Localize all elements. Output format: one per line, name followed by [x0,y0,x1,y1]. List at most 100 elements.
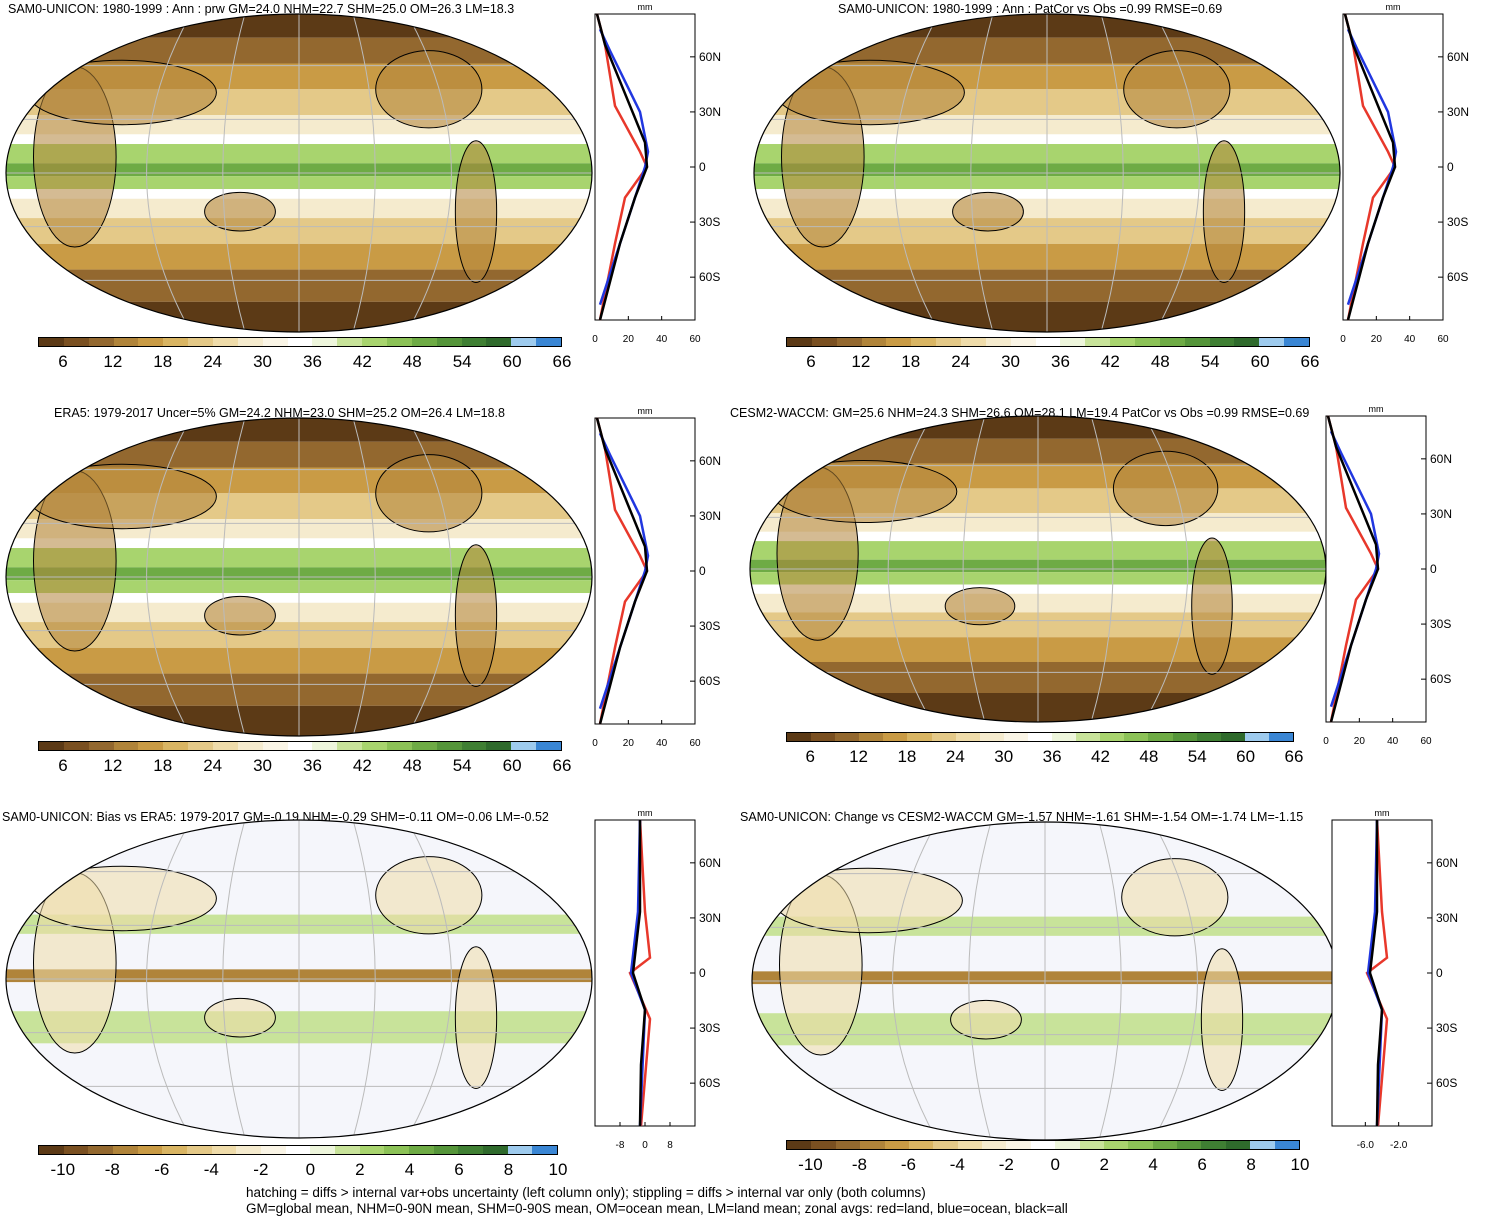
colorbar-swatch [188,338,214,346]
colorbar-tick-label: 6 [805,747,815,766]
colorbar-swatch [63,338,89,346]
colorbar-swatch [411,338,437,346]
colorbar-tick-label: 36 [1051,352,1070,371]
land-mass [27,463,217,530]
zonal-curve-all [1368,820,1384,1127]
land-mass [375,856,483,935]
colorbar-tick-label: 54 [1200,352,1220,371]
colorbar-swatch [1196,733,1221,741]
zonal-tick-label: -8 [616,1140,625,1151]
colorbar-swatch [335,1146,360,1154]
colorbar-swatch [979,733,1004,741]
colorbar-swatch [1244,733,1269,741]
lat-tick-label: 30S [699,619,720,633]
colorbar-swatch [359,1146,385,1154]
colorbar-tick-label: 24 [203,756,223,775]
colorbar-tick-label: 12 [851,352,871,371]
colorbar-swatch [433,1146,459,1154]
panel-title-2: SAM0-UNICON: 1980-1999 : Ann : PatCor vs… [838,2,1223,16]
colorbar-swatch [63,1146,89,1154]
colorbar-swatch [1209,338,1235,346]
colorbar-swatch [88,742,114,750]
lat-tick-label: 30S [1436,1021,1457,1035]
map-panel-4 [749,415,1327,723]
colorbar-swatch [787,1141,812,1149]
colorbar-tick-label: 12 [849,747,869,766]
colorbar-3 [38,741,562,751]
colorbar-tick-label: 30 [994,747,1014,766]
land-mass [204,595,276,636]
zonal-mean-6: mm 60N 30N 0 30S 60S -6.0 -2.0 [1331,808,1458,1151]
colorbar-tick-label: 66 [1284,747,1304,766]
colorbar-6 [786,1140,1300,1150]
colorbar-tick-label: 48 [1150,352,1170,371]
zonal-tick-label: 60 [689,738,701,749]
colorbar-swatch [1274,1141,1299,1149]
colorbar-tick-label: 54 [452,352,472,371]
colorbar-swatch [836,338,862,346]
colorbar-swatch [261,1146,286,1154]
zonal-tick-label: 0 [1340,334,1346,345]
lat-tick-label: 60S [699,270,720,284]
lat-tick-label: 30S [699,215,720,229]
colorbar-ticks-3: 6 12 18 24 30 36 42 48 54 60 66 [38,756,571,778]
colorbar-swatch [436,742,462,750]
colorbar-tick-label: 10 [548,1160,568,1179]
colorbar-swatch [137,1146,163,1154]
colorbar-swatch [985,338,1011,346]
colorbar-swatch [163,742,189,750]
colorbar-swatch [213,742,238,750]
colorbar-swatch [113,742,139,750]
colorbar-swatch [337,742,363,750]
colorbar-swatch [787,733,812,741]
colorbar-swatch [1110,338,1136,346]
colorbar-swatch [835,1141,861,1149]
lat-tick-label: 0 [699,160,706,174]
colorbar-swatch [787,338,812,346]
zonal-tick-label: 60 [1420,736,1432,747]
land-mass [27,865,217,932]
colorbar-swatch [211,1146,237,1154]
colorbar-swatch [285,1146,311,1154]
colorbar-tick-label: 42 [352,756,372,775]
colorbar-swatch [1177,1141,1202,1149]
colorbar-swatch [337,338,363,346]
colorbar-tick-label: 4 [404,1160,415,1179]
colorbar-swatch [1100,733,1125,741]
colorbar-swatch [1284,338,1310,346]
colorbar-swatch [1184,338,1210,346]
colorbar-tick-label: 42 [1100,352,1120,371]
zonal-curve-land [1326,415,1380,723]
colorbar-tick-label: 10 [1290,1155,1310,1174]
colorbar-swatch [287,742,313,750]
land-mass [454,946,498,1089]
lat-tick-label: 60N [699,454,721,468]
land-mass [770,460,958,523]
lat-tick-label: 30N [699,105,721,119]
zonal-tick-label: 60 [1437,334,1449,345]
colorbar-tick-label: 24 [203,352,223,371]
colorbar-swatch [1268,733,1293,741]
colorbar-tick-label: 8 [1246,1155,1256,1174]
colorbar-swatch [835,733,860,741]
land-mass [773,867,963,934]
lat-tick-label: 60S [1436,1076,1457,1090]
lat-tick-label: 30N [1447,105,1469,119]
colorbar-swatch [237,742,263,750]
colorbar-tick-label: 48 [1139,747,1159,766]
colorbar-tick-label: 2 [355,1160,365,1179]
colorbar-swatch [188,742,214,750]
lat-tick-label: 30S [1430,617,1451,631]
zonal-mean-4: mm 60N 30N 0 30S 60S 0 20 40 60 [1323,404,1452,747]
colorbar-tick-label: -8 [851,1155,867,1174]
panel-title-1: SAM0-UNICON: 1980-1999 : Ann : prw GM=24… [8,2,515,16]
zonal-tick-label: 60 [689,334,701,345]
zonal-curve-land [595,417,649,725]
colorbar-swatch [883,733,908,741]
footer-line-2: GM=global mean, NHM=0-90N mean, SHM=0-90… [246,1201,1068,1216]
colorbar-tick-label: 4 [1148,1155,1158,1174]
map-panel-5 [5,819,593,1139]
zonal-tick-label: 8 [667,1140,673,1151]
colorbar-2 [786,337,1310,347]
colorbar-tick-label: 2 [1099,1155,1109,1174]
